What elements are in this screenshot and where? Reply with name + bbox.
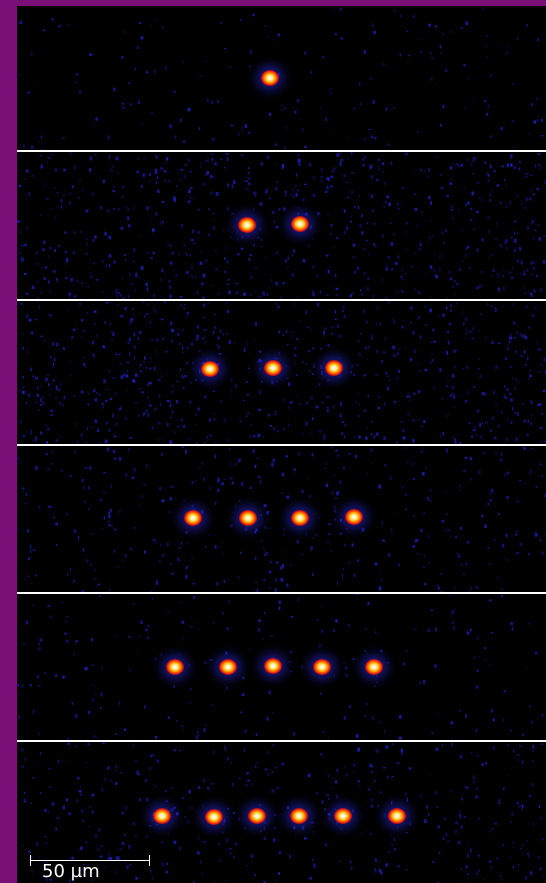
background-noise	[19, 301, 546, 444]
panel-4-ions	[17, 446, 546, 592]
panel-separator	[17, 444, 546, 446]
ion	[248, 808, 266, 824]
panel-5-ions	[17, 594, 546, 740]
ion	[264, 658, 282, 674]
ion	[365, 659, 383, 675]
panel-separator	[17, 592, 546, 594]
panel-3-ions	[17, 301, 546, 444]
background-noise	[17, 446, 546, 592]
ion	[166, 659, 184, 675]
background-noise	[18, 7, 546, 150]
panel-1-ion	[17, 6, 546, 150]
ion	[239, 510, 257, 526]
background-noise	[17, 152, 546, 299]
panel-2-ions	[17, 152, 546, 299]
ion	[291, 510, 309, 526]
scale-bar-right-tick	[149, 855, 150, 866]
scale-bar: 50 µm	[30, 855, 152, 883]
ion	[290, 808, 308, 824]
ion	[153, 808, 171, 824]
background-noise	[17, 742, 544, 883]
ion	[238, 217, 256, 233]
ion	[388, 808, 406, 824]
ion	[219, 659, 237, 675]
ion	[184, 510, 202, 526]
ion	[334, 808, 352, 824]
panel-separator	[17, 150, 546, 152]
ion	[264, 360, 282, 376]
ion-panels	[17, 6, 546, 883]
ion	[345, 509, 363, 525]
ion	[261, 70, 279, 86]
panel-6-ions	[17, 742, 546, 883]
ion	[201, 361, 219, 377]
ion	[313, 659, 331, 675]
scale-bar-label: 50 µm	[42, 861, 100, 882]
panel-separator	[17, 299, 546, 301]
ion	[325, 360, 343, 376]
ion	[205, 809, 223, 825]
background-noise	[17, 594, 544, 740]
ion	[291, 216, 309, 232]
panel-separator	[17, 740, 546, 742]
scale-bar-line	[30, 860, 150, 861]
